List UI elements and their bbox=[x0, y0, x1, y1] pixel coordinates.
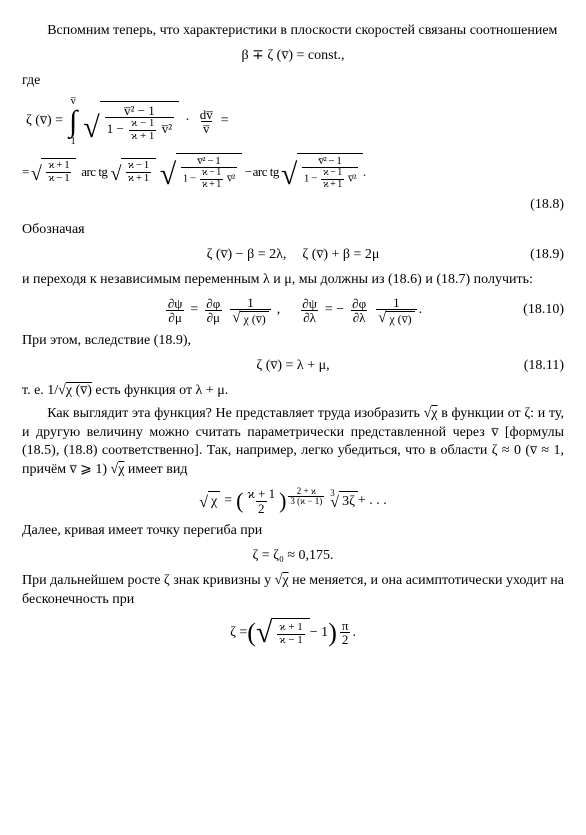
eqnum-1810: (18.10) bbox=[523, 301, 564, 320]
den-1a: 1 − bbox=[107, 121, 124, 136]
zeta-lhs: ζ (v̅) = bbox=[26, 112, 63, 131]
eq-asymptote: ζ = ( √ ϰ + 1 ϰ − 1 − 1 ) π 2 . bbox=[22, 615, 564, 650]
para-4: и переходя к независимым переменным λ и … bbox=[22, 271, 564, 290]
den-frac-den-1: ϰ + 1 bbox=[129, 130, 156, 143]
para-7: Как выглядит эта функция? Не представляе… bbox=[22, 405, 564, 481]
eq-chi-expansion: √χ = ( ϰ + 1 2 ) 2 + ϰ 3 (ϰ − 1) 3 √3ζ +… bbox=[22, 486, 564, 516]
eq-const: β ∓ ζ (v̅) = const., bbox=[22, 47, 564, 66]
para-9: При дальнейшем росте ζ знак кривизны у √… bbox=[22, 572, 564, 610]
para-1: Вспомним теперь, что характеристики в пл… bbox=[22, 22, 564, 41]
para-8: Далее, кривая имеет точку перегиба при bbox=[22, 522, 564, 541]
para-where: где bbox=[22, 72, 564, 91]
dv-num: dv̅ bbox=[198, 108, 215, 122]
num-1: v̅² − 1 bbox=[122, 104, 157, 118]
para-denote: Обозначая bbox=[22, 221, 564, 240]
fr1-den: ϰ − 1 bbox=[46, 172, 71, 185]
eqnum-189: (18.9) bbox=[530, 246, 564, 265]
fr2-num: ϰ − 1 bbox=[126, 160, 151, 172]
fr2-den: ϰ + 1 bbox=[126, 172, 151, 185]
fr1-num: ϰ + 1 bbox=[46, 160, 71, 172]
eq-zeta-expanded: = √ ϰ + 1 ϰ − 1 arc tg √ ϰ − 1 ϰ + 1 √ v… bbox=[22, 153, 564, 191]
eq-1811: ζ (v̅) = λ + μ, (18.11) bbox=[22, 357, 564, 376]
num-3: v̅² − 1 bbox=[316, 156, 343, 168]
arctg-1: arc tg bbox=[81, 163, 107, 181]
eq5: ζ (v̅) = λ + μ, bbox=[256, 357, 329, 376]
integral-sign: ∫ bbox=[69, 107, 77, 137]
para-6: т. е. 1/√χ (v̅) есть функция от λ + μ. bbox=[22, 382, 564, 401]
eq-zeta-integral: ζ (v̅) = v̅ ∫ 1 √ v̅² − 1 1 − ϰ − 1 ϰ + … bbox=[26, 97, 564, 147]
arctg-2: arc tg bbox=[253, 163, 279, 181]
para-5: При этом, вследствие (18.9), bbox=[22, 332, 564, 351]
eq-inflection: ζ = ζ₀ ≈ 0,175. bbox=[22, 547, 564, 566]
eq-1810: ∂ψ ∂μ = ∂φ ∂μ 1 √χ (v̅) , ∂ψ ∂λ = − ∂φ ∂… bbox=[22, 296, 564, 326]
eq-189: ζ (v̅) − β = 2λ, ζ (v̅) + β = 2μ (18.9) bbox=[22, 246, 564, 265]
num-2: v̅² − 1 bbox=[195, 156, 222, 168]
int-lower: 1 bbox=[71, 137, 76, 147]
eq3a: ζ (v̅) − β = 2λ, bbox=[207, 246, 287, 265]
sqrt-1: √ v̅² − 1 1 − ϰ − 1 ϰ + 1 v̅² bbox=[83, 101, 179, 143]
eqnum-1811: (18.11) bbox=[524, 357, 564, 376]
eq3b: ζ (v̅) + β = 2μ bbox=[302, 246, 379, 265]
dv-den: v̅ bbox=[201, 121, 212, 136]
den-frac-num-1: ϰ − 1 bbox=[129, 118, 156, 130]
den-1c: v̅² bbox=[162, 121, 172, 136]
eqnum-188: (18.8) bbox=[530, 196, 564, 215]
